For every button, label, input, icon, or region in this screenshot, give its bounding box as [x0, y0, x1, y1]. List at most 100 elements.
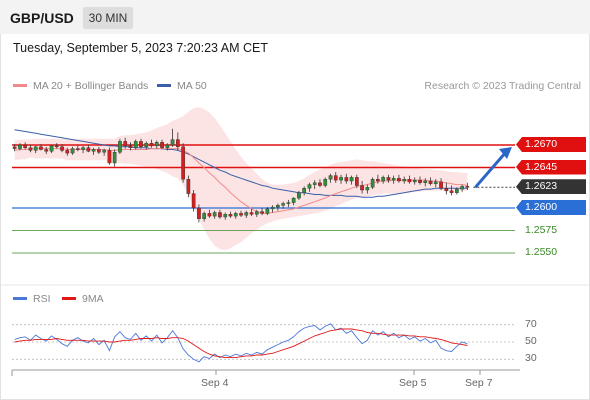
ma20-swatch	[13, 83, 27, 87]
candle-body	[49, 145, 54, 152]
candle-body	[165, 144, 170, 148]
forecast-arrow-head	[499, 147, 512, 159]
candle-body	[91, 149, 96, 152]
candle-body	[444, 187, 449, 192]
candle-body	[154, 142, 159, 147]
candle-body	[186, 178, 191, 194]
candle-body	[349, 177, 354, 182]
candle-body	[244, 212, 249, 216]
copyright-text: Research © 2023 Trading Central	[424, 80, 581, 92]
price-label-1.2670: 1.2670	[516, 137, 586, 152]
nine-ma-swatch	[62, 296, 76, 300]
candle-body	[102, 150, 106, 153]
candle-body	[281, 203, 285, 206]
rsi-tick-70: 70	[525, 317, 537, 330]
candle-body	[449, 190, 454, 193]
rsi-9ma-line	[14, 328, 468, 359]
candle-body	[60, 146, 64, 151]
candle-body	[270, 206, 275, 210]
candle-body	[370, 178, 375, 188]
ma20-legend-label: MA 20 + Bollinger Bands	[33, 80, 149, 92]
rsi-swatch	[13, 296, 27, 300]
candle-body	[28, 147, 33, 151]
candle-body	[323, 178, 328, 186]
rsi-tick-30: 30	[525, 352, 537, 365]
candle-body	[96, 149, 101, 153]
candle-body	[233, 213, 238, 217]
candle-body	[428, 180, 433, 184]
candle-body	[423, 180, 428, 183]
price-label-1.2550: 1.2550	[525, 246, 558, 258]
candle-body	[81, 147, 85, 150]
candle-body	[23, 144, 27, 148]
candle-body	[70, 148, 75, 154]
candle-body	[339, 177, 343, 181]
candle-body	[118, 141, 122, 153]
price-label-1.2600: 1.2600	[516, 200, 586, 215]
candle-body	[254, 211, 259, 215]
candle-body	[312, 182, 317, 185]
candle-body	[412, 179, 417, 183]
rsi-line	[14, 323, 468, 363]
legend-ma50: MA 50	[157, 80, 207, 92]
candle-body	[44, 149, 49, 152]
candle-body	[18, 144, 22, 149]
legend-rsi: RSI	[13, 293, 51, 305]
candle-body	[344, 177, 349, 182]
candle-body	[265, 208, 270, 214]
candle-body	[123, 141, 128, 147]
candle-body	[12, 146, 17, 149]
candle-body	[455, 188, 459, 193]
ma50-line	[14, 129, 468, 198]
candle-body	[386, 177, 391, 181]
candle-body	[160, 142, 164, 148]
candle-body	[418, 179, 422, 184]
rsi-tick-50: 50	[525, 335, 537, 347]
candle-body	[276, 205, 280, 208]
candle-body	[460, 186, 464, 190]
candle-body	[39, 146, 43, 150]
price-label-1.2623: 1.2623	[516, 179, 586, 195]
candle-body	[212, 212, 217, 217]
nine-ma-legend-label: 9MA	[82, 293, 104, 305]
candle-body	[112, 151, 117, 164]
candle-body	[133, 141, 138, 148]
candle-body	[381, 177, 385, 182]
candle-body	[218, 212, 222, 218]
candle-body	[207, 213, 212, 217]
candle-body	[407, 178, 412, 183]
candle-body	[144, 142, 149, 147]
interval-button[interactable]: 30 MIN	[83, 7, 133, 29]
candle-body	[191, 193, 196, 209]
legend-ma20: MA 20 + Bollinger Bands	[13, 80, 148, 92]
candle-body	[286, 202, 291, 204]
candle-body	[249, 212, 254, 215]
candle-body	[328, 175, 333, 180]
candle-body	[65, 150, 70, 154]
candle-body	[318, 182, 322, 186]
candle-body	[139, 141, 143, 147]
x-tick-label: Sep 5	[399, 377, 427, 389]
rsi-legend-label: RSI	[33, 293, 51, 305]
x-tick-label: Sep 4	[201, 377, 229, 389]
candle-body	[291, 197, 296, 203]
price-label-1.2645: 1.2645	[516, 159, 586, 175]
candle-body	[228, 214, 233, 217]
header-bar: GBP/USD 30 MIN	[0, 0, 590, 34]
candle-body	[86, 147, 91, 152]
ma50-legend-label: MA 50	[177, 80, 207, 92]
legend-9ma: 9MA	[62, 293, 104, 305]
candle-body	[307, 184, 312, 189]
candle-body	[433, 181, 438, 184]
candle-body	[302, 187, 306, 193]
candle-body	[33, 146, 38, 151]
candle-body	[297, 192, 301, 199]
candle-body	[181, 146, 185, 180]
candle-body	[391, 178, 396, 181]
x-tick-label: Sep 7	[465, 377, 493, 389]
forecast-arrow-shaft	[474, 151, 508, 189]
candle-body	[333, 175, 338, 181]
candle-body	[128, 145, 133, 148]
candle-body	[149, 142, 154, 147]
